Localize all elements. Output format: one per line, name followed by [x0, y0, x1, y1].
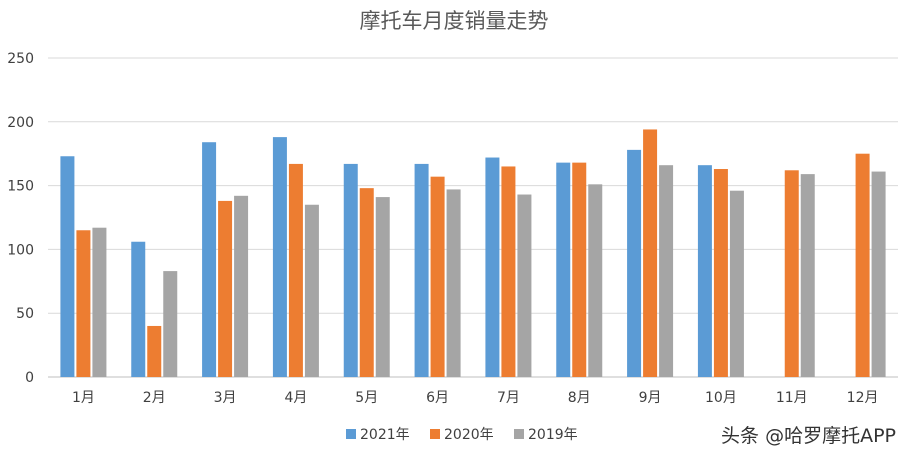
bar-2020年-6月 — [430, 176, 445, 377]
legend-label: 2021年 — [360, 427, 410, 443]
bar-2020年-7月 — [501, 166, 516, 377]
y-tick-label: 50 — [16, 306, 34, 322]
bar-2021年-2月 — [131, 241, 146, 377]
bar-2019年-8月 — [588, 184, 603, 377]
y-tick-label: 0 — [25, 370, 34, 386]
y-axis-ticks: 0 50 100 150 200 250 — [7, 51, 34, 386]
legend-label: 2020年 — [444, 427, 494, 443]
y-tick-label: 100 — [7, 242, 34, 258]
bar-2019年-9月 — [659, 165, 674, 377]
x-tick-label: 1月 — [72, 390, 95, 406]
bar-2019年-11月 — [800, 174, 815, 377]
y-tick-label: 150 — [7, 179, 34, 195]
bar-2019年-10月 — [729, 190, 744, 377]
bar-2019年-3月 — [234, 195, 249, 377]
bar-2019年-6月 — [446, 189, 461, 377]
y-tick-label: 200 — [7, 115, 34, 131]
x-tick-label: 9月 — [639, 390, 662, 406]
bar-2020年-2月 — [147, 325, 162, 377]
bar-2020年-12月 — [855, 153, 870, 377]
bar-2021年-8月 — [556, 162, 571, 377]
bar-2021年-10月 — [697, 165, 712, 377]
bar-2020年-11月 — [784, 170, 799, 377]
legend: 2021年 2020年 2019年 — [346, 427, 578, 443]
x-tick-label: 8月 — [568, 390, 591, 406]
watermark-text: 头条 @哈罗摩托APP — [721, 425, 896, 447]
legend-swatch — [514, 429, 524, 439]
x-tick-label: 5月 — [355, 390, 378, 406]
bar-2021年-6月 — [414, 163, 429, 377]
x-tick-label: 7月 — [497, 390, 520, 406]
x-tick-label: 11月 — [776, 390, 808, 406]
x-axis-ticks: 1月 2月 3月 4月 5月 6月 7月 8月 9月 10月 11月 12月 — [72, 390, 879, 406]
bar-2020年-3月 — [218, 200, 233, 377]
bar-2019年-2月 — [163, 271, 178, 377]
bar-2019年-1月 — [92, 227, 107, 377]
bar-2019年-7月 — [517, 194, 532, 377]
bar-2020年-1月 — [76, 230, 91, 377]
legend-label: 2019年 — [528, 427, 578, 443]
bars — [60, 129, 886, 377]
y-tick-label: 250 — [7, 51, 34, 67]
bar-2021年-1月 — [60, 156, 75, 377]
bar-2021年-7月 — [485, 157, 500, 377]
bar-2020年-10月 — [713, 169, 728, 377]
x-tick-label: 3月 — [214, 390, 237, 406]
x-tick-label: 10月 — [705, 390, 737, 406]
bar-2021年-5月 — [343, 163, 358, 377]
legend-swatch — [430, 429, 440, 439]
bar-2019年-12月 — [871, 171, 886, 377]
bar-2019年-4月 — [304, 204, 319, 377]
chart-title: 摩托车月度销量走势 — [360, 9, 549, 33]
x-tick-label: 12月 — [847, 390, 879, 406]
bar-2020年-9月 — [643, 129, 658, 377]
bar-2020年-8月 — [572, 162, 587, 377]
bar-2021年-3月 — [202, 142, 217, 377]
bar-2020年-4月 — [288, 163, 303, 377]
x-tick-label: 4月 — [284, 390, 307, 406]
bar-2020年-5月 — [359, 188, 374, 377]
bar-2019年-5月 — [375, 197, 390, 377]
gridlines — [48, 57, 898, 378]
bar-2021年-9月 — [627, 149, 642, 377]
bar-2021年-4月 — [272, 137, 287, 377]
x-tick-label: 2月 — [143, 390, 166, 406]
x-tick-label: 6月 — [426, 390, 449, 406]
legend-swatch — [346, 429, 356, 439]
